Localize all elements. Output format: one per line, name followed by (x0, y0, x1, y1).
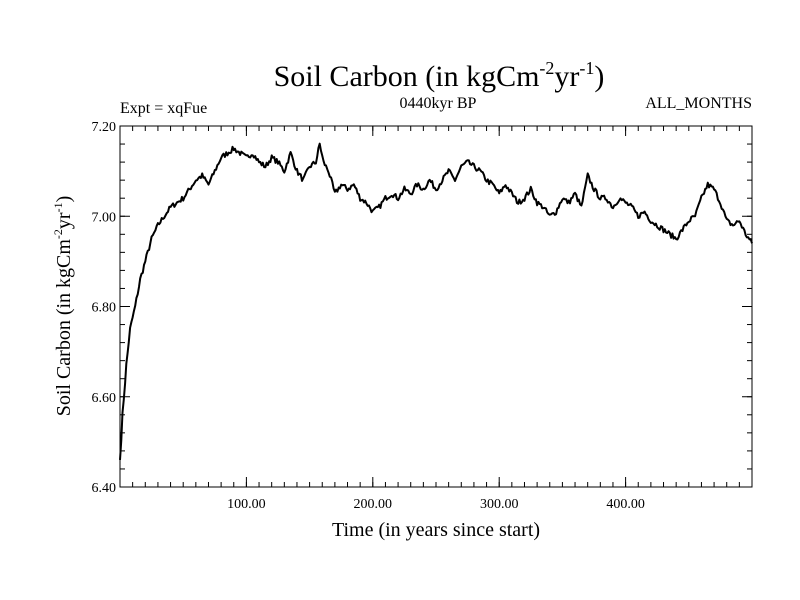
subtitle: 0440kyr BP (400, 95, 477, 112)
y-axis-label-exp1: -2 (51, 229, 65, 239)
chart-title-base: Soil Carbon (in kgCm (274, 60, 540, 93)
chart-title-tail: ) (594, 60, 604, 93)
y-axis-label-tail: ) (53, 196, 75, 203)
x-tick-label: 200.00 (354, 497, 393, 512)
y-axis-label-base: Soil Carbon (in kgCm (53, 239, 75, 417)
chart-title-exp1: -2 (539, 58, 554, 78)
major-y-ticks (120, 125, 752, 488)
chart-title-mid: yr (554, 60, 579, 93)
expt-label: Expt = xqFue (120, 100, 207, 117)
x-tick-label: 400.00 (606, 497, 645, 512)
y-tick-label: 7.20 (92, 120, 117, 135)
chart-title-exp2: -1 (579, 58, 594, 78)
y-axis-label-mid: yr (53, 212, 75, 229)
y-tick-label: 6.80 (92, 301, 117, 316)
y-axis-label-exp2: -1 (51, 202, 65, 212)
y-tick-labels: 6.40 6.60 6.80 7.00 7.20 (92, 120, 117, 496)
minor-y-ticks (120, 143, 752, 470)
period-label: ALL_MONTHS (645, 95, 752, 112)
plot-frame (119, 125, 753, 488)
x-tick-labels: 100.00 200.00 300.00 400.00 (227, 497, 645, 512)
y-tick-label: 6.60 (92, 391, 117, 406)
x-axis-label: Time (in years since start) (332, 519, 540, 541)
minor-x-ticks (132, 126, 740, 487)
major-x-ticks (245, 126, 627, 487)
x-tick-label: 300.00 (480, 497, 519, 512)
chart-title: Soil Carbon (in kgCm-2yr-1) (274, 58, 605, 93)
x-tick-label: 100.00 (227, 497, 266, 512)
y-axis-label: Soil Carbon (in kgCm-2yr-1) (51, 196, 75, 417)
y-tick-label: 7.00 (92, 210, 117, 225)
y-tick-label: 6.40 (92, 481, 117, 496)
soil-carbon-series-line (119, 142, 753, 460)
